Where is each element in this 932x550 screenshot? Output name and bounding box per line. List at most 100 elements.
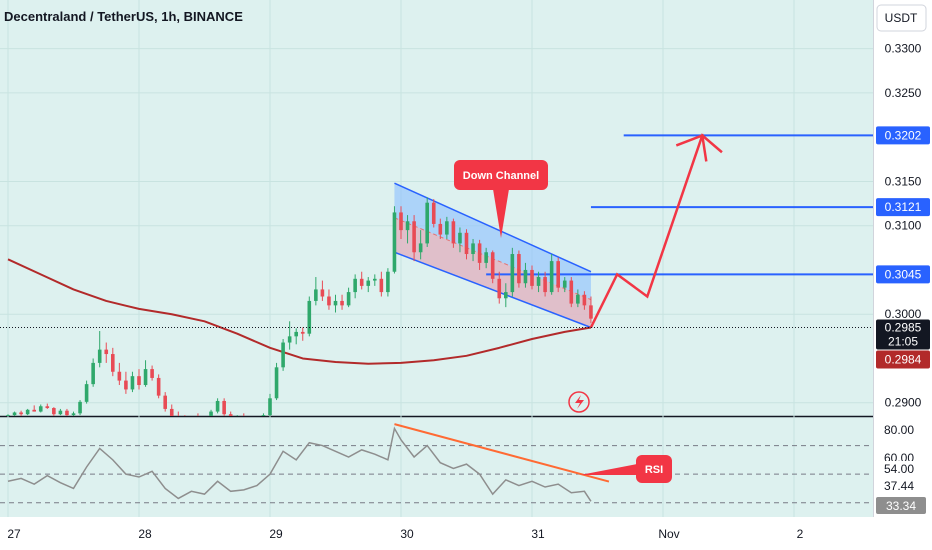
rsi-callout-pointer xyxy=(580,464,637,475)
candle-body-81 xyxy=(536,277,541,286)
candle-body-54 xyxy=(359,278,364,286)
candle-body-78 xyxy=(517,254,521,284)
level-tag-0[interactable] xyxy=(876,126,930,145)
candle-body-51 xyxy=(340,300,344,306)
projection-path[interactable] xyxy=(589,133,723,329)
rsi-line xyxy=(7,426,592,502)
candle-body-59 xyxy=(392,212,397,272)
rsi-axis-mask xyxy=(874,461,932,493)
rsi-callout-box xyxy=(636,455,672,483)
candle-body-62 xyxy=(412,221,416,253)
last-price-value: 0.2985 xyxy=(885,320,922,334)
candle-body-65 xyxy=(431,202,436,224)
projection-line[interactable] xyxy=(589,133,723,329)
time-tick-3: 30 xyxy=(400,527,414,541)
rsi-current-value: 33.34 xyxy=(886,499,916,513)
candle-body-83 xyxy=(549,261,554,293)
candle-body-68 xyxy=(451,221,456,244)
level-tag-label-1: 0.3121 xyxy=(885,200,922,214)
ma-value-tag[interactable] xyxy=(876,350,930,369)
candle-body-63 xyxy=(418,243,423,253)
main-pane[interactable] xyxy=(0,133,873,427)
time-tick-5: Nov xyxy=(658,527,679,541)
level-tag-1[interactable] xyxy=(876,198,930,217)
candle-body-80 xyxy=(530,269,534,286)
candle-body-89 xyxy=(589,305,593,319)
rsi-current-tag[interactable] xyxy=(876,497,926,514)
price-tick-5: 0.2900 xyxy=(885,396,922,410)
time-tick-6: 2 xyxy=(797,527,804,541)
price-axis[interactable]: 0.3300 0.3250 0.3150 0.3100 0.3000 0.2900 0.32… xyxy=(876,42,930,410)
time-tick-0: 27 xyxy=(7,527,21,541)
time-tick-4: 31 xyxy=(531,527,545,541)
candle-body-72 xyxy=(477,243,482,263)
candle-body-77 xyxy=(510,254,515,293)
level-tag-2[interactable] xyxy=(876,265,930,284)
rsi-tick-2: 37.44 xyxy=(884,479,914,493)
candle-body-14 xyxy=(97,349,102,363)
candle-body-86 xyxy=(569,280,574,304)
candle-body-88 xyxy=(582,294,587,306)
channel-lower-line[interactable] xyxy=(394,251,592,329)
candle-body-64 xyxy=(425,202,429,244)
ma-line xyxy=(7,258,592,365)
candle-body-39 xyxy=(261,415,266,416)
candle-body-19 xyxy=(130,376,135,390)
candle-body-61 xyxy=(405,221,410,231)
candle-body-52 xyxy=(346,292,351,306)
candle-body-0 xyxy=(6,415,10,416)
time-tick-1: 28 xyxy=(138,527,152,541)
candle-body-11 xyxy=(78,401,82,414)
candle-body-66 xyxy=(438,223,443,235)
candle-body-84 xyxy=(556,261,560,288)
currency-label: USDT xyxy=(885,11,918,25)
candle-body-76 xyxy=(504,292,508,299)
callout-label: Down Channel xyxy=(463,170,539,182)
candle-body-8 xyxy=(58,410,63,415)
candle-body-10 xyxy=(71,413,76,416)
candle-body-67 xyxy=(445,221,449,235)
candle-body-41 xyxy=(274,367,279,399)
candle-body-20 xyxy=(137,376,141,386)
candle-body-71 xyxy=(471,243,475,255)
projection-arrowhead xyxy=(675,133,708,162)
rsi-pane-background xyxy=(0,417,873,517)
time-axis[interactable]: 27 28 29 30 31 Nov 2 xyxy=(7,527,803,541)
rsi-pane[interactable] xyxy=(0,423,873,504)
candle-body-50 xyxy=(333,300,338,306)
candle-body-33 xyxy=(222,400,226,415)
ma-value-label: 0.2984 xyxy=(885,352,922,366)
price-tick-4: 0.3000 xyxy=(885,307,922,321)
down-channel-callout: Down Channel xyxy=(454,160,548,238)
candle-body-31 xyxy=(209,411,213,416)
candle-body-7 xyxy=(52,408,56,415)
candle-body-55 xyxy=(366,280,371,286)
candle-body-6 xyxy=(45,406,50,409)
candle-body-48 xyxy=(320,289,325,297)
candle-body-25 xyxy=(169,408,174,416)
candle-body-2 xyxy=(19,412,23,415)
callout-box xyxy=(454,160,548,190)
candle-body-40 xyxy=(268,398,272,416)
candle-body-46 xyxy=(307,300,312,334)
candle-body-73 xyxy=(484,252,488,263)
level-tag-label-2: 0.3045 xyxy=(885,267,922,281)
rsi-trendline[interactable] xyxy=(394,423,610,483)
callout-pointer xyxy=(493,189,509,238)
candle-body-56 xyxy=(373,278,377,281)
lightning-icon[interactable] xyxy=(568,391,590,413)
candle-body-45 xyxy=(300,331,305,334)
candle-body-12 xyxy=(84,384,89,402)
rsi-tick-0: 80.00 xyxy=(884,423,914,437)
last-price-tag[interactable] xyxy=(876,319,930,350)
candle-body-82 xyxy=(543,277,547,293)
grid-lines xyxy=(0,0,873,517)
candle-body-87 xyxy=(576,294,580,304)
price-tick-2: 0.3150 xyxy=(885,174,922,188)
candle-body-24 xyxy=(163,395,167,409)
candle-body-16 xyxy=(111,354,115,372)
currency-badge[interactable]: USDT xyxy=(876,4,927,32)
candle-body-74 xyxy=(490,252,495,279)
